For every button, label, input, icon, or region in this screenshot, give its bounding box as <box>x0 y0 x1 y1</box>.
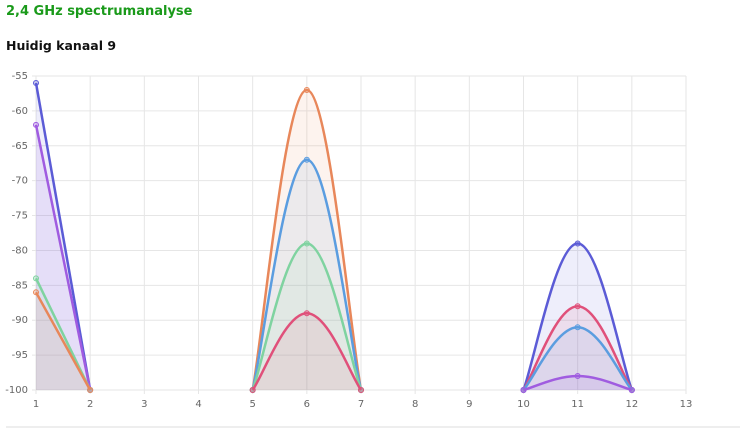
line <box>523 374 633 392</box>
line <box>522 305 633 391</box>
line <box>522 242 634 391</box>
point <box>303 240 310 247</box>
point <box>574 373 581 380</box>
area <box>523 243 632 390</box>
area <box>252 159 361 390</box>
point <box>33 275 39 282</box>
point <box>574 240 581 247</box>
line <box>251 242 363 391</box>
x-tick-label: 8 <box>412 399 418 410</box>
point <box>87 387 94 393</box>
area <box>523 327 632 390</box>
y-tick-label: -75 <box>12 211 28 222</box>
point <box>303 86 310 93</box>
y-tick-label: -85 <box>12 280 28 291</box>
point <box>574 324 581 331</box>
page-title: 2,4 GHz spectrumanalyse <box>6 4 193 19</box>
x-tick-label: 13 <box>680 399 693 410</box>
point <box>249 387 256 393</box>
area <box>523 376 632 390</box>
x-tick-label: 9 <box>466 399 472 410</box>
point <box>628 387 635 393</box>
line <box>34 291 92 391</box>
point <box>358 387 364 393</box>
y-tick-label: -80 <box>12 245 28 256</box>
area <box>252 89 361 390</box>
area <box>252 243 361 390</box>
y-tick-label: -100 <box>5 385 28 396</box>
line <box>251 311 363 391</box>
x-tick-label: 6 <box>304 399 310 410</box>
y-tick-label: -60 <box>12 106 28 117</box>
y-tick-label: -95 <box>12 350 28 361</box>
x-tick-label: 4 <box>195 399 201 410</box>
y-tick-label: -90 <box>12 315 28 326</box>
x-tick-label: 10 <box>517 399 530 410</box>
point <box>520 387 527 393</box>
x-tick-label: 2 <box>87 399 93 410</box>
point <box>303 310 310 317</box>
x-tick-label: 1 <box>33 399 39 410</box>
x-tick-label: 7 <box>358 399 364 410</box>
current-channel: Huidig kanaal 9 <box>6 38 117 53</box>
point <box>303 156 310 163</box>
y-tick-label: -55 <box>12 71 28 82</box>
point <box>33 289 39 296</box>
y-tick-label: -65 <box>12 141 28 152</box>
line <box>251 88 363 391</box>
point <box>574 303 581 310</box>
area <box>252 313 361 390</box>
x-tick-label: 5 <box>249 399 255 410</box>
line <box>34 124 92 391</box>
x-tick-label: 11 <box>571 399 584 410</box>
point <box>33 121 39 128</box>
x-tick-label: 12 <box>625 399 638 410</box>
y-tick-label: -70 <box>12 176 28 187</box>
area <box>523 306 632 390</box>
x-tick-label: 3 <box>141 399 147 410</box>
line <box>522 325 633 391</box>
point <box>33 79 39 86</box>
line <box>251 158 363 391</box>
